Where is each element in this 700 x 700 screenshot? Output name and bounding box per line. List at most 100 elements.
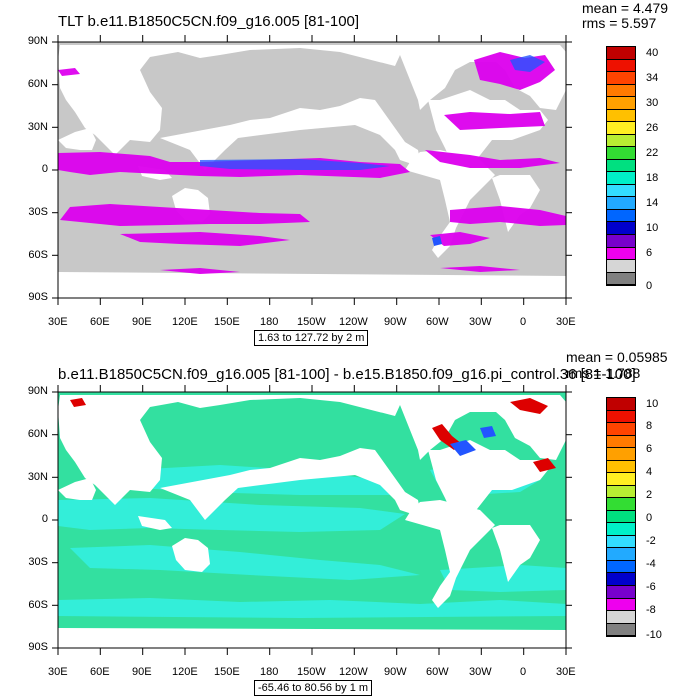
panel2-lon-label: 60W xyxy=(426,666,449,678)
panel2-lon-label: 30E xyxy=(556,666,576,678)
colorbar-swatch xyxy=(607,209,635,223)
panel2-lat-label: 60N xyxy=(27,428,48,440)
colorbar-swatch xyxy=(607,410,635,424)
panel1-lon-label: 90E xyxy=(132,316,152,328)
panel1-lon-label: 150W xyxy=(297,316,326,328)
panel2-colorbar-label: 2 xyxy=(646,489,653,501)
panel1-rms: rms = 5.597 xyxy=(582,15,657,31)
panel1-features xyxy=(58,52,566,274)
panel1-title: TLT b.e11.B1850C5CN.f09_g16.005 [81-100] xyxy=(58,13,360,30)
panel1-mean: mean = 4.479 xyxy=(582,0,669,16)
colorbar-swatch xyxy=(607,398,635,411)
colorbar-swatch xyxy=(607,598,635,612)
colorbar-swatch xyxy=(607,184,635,198)
colorbar-swatch xyxy=(607,222,635,235)
colorbar-swatch xyxy=(607,535,635,549)
panel1-colorbar-swatches xyxy=(607,47,635,286)
panel2-lon-label: 30E xyxy=(48,666,68,678)
colorbar-swatch xyxy=(607,109,635,123)
colorbar-swatch xyxy=(607,59,635,73)
colorbar-swatch xyxy=(607,234,635,248)
panel1-lat-label: 30S xyxy=(28,206,48,218)
panel2-lat-label: 90N xyxy=(27,385,48,397)
panel1-colorbar-label: 18 xyxy=(646,172,659,184)
colorbar-swatch xyxy=(607,573,635,586)
panel2-colorbar-label: 10 xyxy=(646,398,659,410)
colorbar-swatch xyxy=(607,159,635,173)
panel2-mean: mean = 0.05985 xyxy=(566,349,668,365)
panel2-lon-label: 150W xyxy=(297,666,326,678)
colorbar-swatch xyxy=(607,197,635,210)
panel2-colorbar xyxy=(606,397,636,637)
colorbar-swatch xyxy=(607,560,635,574)
panel1-land xyxy=(58,45,566,298)
panel2-lon-label: 120W xyxy=(339,666,368,678)
panel1-lon-label: 150E xyxy=(214,316,240,328)
colorbar-swatch xyxy=(607,485,635,499)
panel1-colorbar-label: 14 xyxy=(646,197,659,209)
colorbar-swatch xyxy=(607,97,635,110)
panel2-ticks xyxy=(52,385,572,655)
panel1-colorbar-label: 6 xyxy=(646,247,653,259)
panel1-lat-label: 60S xyxy=(28,249,48,261)
panel1-colorbar-label: 30 xyxy=(646,97,659,109)
colorbar-swatch xyxy=(607,460,635,474)
panel1-features-blue xyxy=(200,55,545,246)
panel1-colorbar-label: 22 xyxy=(646,147,659,159)
panel1-colorbar-label: 10 xyxy=(646,222,659,234)
panel2-lat-label: 30N xyxy=(27,471,48,483)
panel1-colorbar-label: 0 xyxy=(646,280,653,292)
panel1-range-label: 1.63 to 127.72 by 2 m xyxy=(254,330,369,346)
panel1-colorbar-label: 34 xyxy=(646,72,659,84)
panel2-title: b.e11.B1850C5CN.f09_g16.005 [81-100] - b… xyxy=(58,366,636,383)
colorbar-swatch xyxy=(607,510,635,524)
colorbar-swatch xyxy=(607,247,635,261)
panel2-lon-label: 60E xyxy=(90,666,110,678)
panel2-colorbar-label: -2 xyxy=(646,535,656,547)
panel2-colorbar-label: 0 xyxy=(646,512,653,524)
panel1-lat-label: 90S xyxy=(28,291,48,303)
panel2-blue-features xyxy=(450,426,496,456)
colorbar-swatch xyxy=(607,147,635,160)
panel2-colorbar-label: -8 xyxy=(646,604,656,616)
panel2-rms: rms = 1.788 xyxy=(566,365,641,381)
panel2-colorbar-label: -10 xyxy=(646,629,662,641)
panel1-ticks xyxy=(52,35,572,305)
panel1-lat-label: 60N xyxy=(27,78,48,90)
colorbar-swatch xyxy=(607,172,635,185)
panel2-lat-label: 90S xyxy=(28,641,48,653)
panel2-range-label: -65.46 to 80.56 by 1 m xyxy=(254,680,373,696)
panel1-lon-label: 120E xyxy=(172,316,198,328)
panel2-lon-label: 90E xyxy=(132,666,152,678)
colorbar-swatch xyxy=(607,448,635,461)
panel2-colorbar-label: -6 xyxy=(646,581,656,593)
colorbar-swatch xyxy=(607,498,635,511)
colorbar-swatch xyxy=(607,272,635,286)
colorbar-swatch xyxy=(607,84,635,98)
panel1-lon-label: 180 xyxy=(260,316,279,328)
panel1-colorbar-label: 26 xyxy=(646,122,659,134)
panel2-land xyxy=(58,395,566,648)
panel1-map xyxy=(52,35,572,305)
colorbar-swatch xyxy=(607,585,635,599)
colorbar-swatch xyxy=(607,423,635,436)
panel1-lon-label: 0 xyxy=(520,316,527,328)
colorbar-swatch xyxy=(607,523,635,536)
panel2-lat-label: 30S xyxy=(28,556,48,568)
colorbar-swatch xyxy=(607,122,635,135)
panel2-colorbar-label: 6 xyxy=(646,443,653,455)
panel1-lon-label: 30E xyxy=(48,316,68,328)
panel1-lon-label: 30W xyxy=(469,316,492,328)
panel2-colorbar-swatches xyxy=(607,398,635,637)
panel2-lon-label: 0 xyxy=(520,666,527,678)
colorbar-swatch xyxy=(607,473,635,486)
colorbar-swatch xyxy=(607,134,635,148)
colorbar-swatch xyxy=(607,435,635,449)
colorbar-swatch xyxy=(607,623,635,637)
panel2-lon-label: 90W xyxy=(384,666,407,678)
panel2-colorbar-label: 4 xyxy=(646,466,653,478)
colorbar-swatch xyxy=(607,72,635,85)
panel2-lon-label: 150E xyxy=(214,666,240,678)
panel2-colorbar-label: -4 xyxy=(646,558,656,570)
